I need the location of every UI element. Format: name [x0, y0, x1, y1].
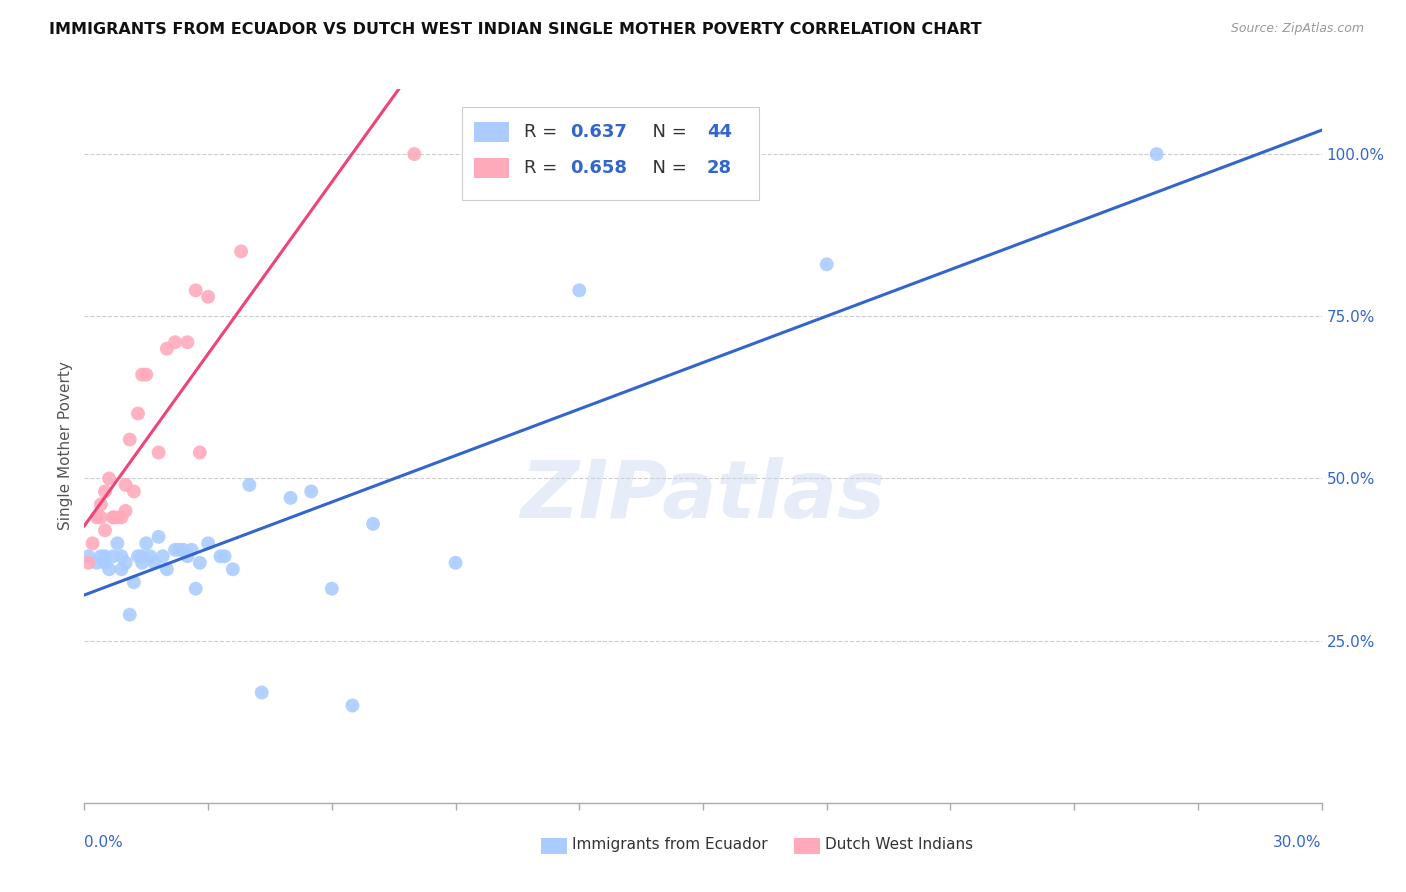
Point: [209, 549, 232, 564]
Point: [172, 542, 194, 557]
Point: [184, 283, 207, 297]
Text: 30.0%: 30.0%: [1274, 835, 1322, 850]
Point: [114, 556, 136, 570]
Point: [122, 484, 145, 499]
Text: Dutch West Indians: Dutch West Indians: [825, 838, 973, 852]
Point: [94, 484, 117, 499]
Point: [135, 536, 157, 550]
Point: [197, 290, 219, 304]
Point: [184, 582, 207, 596]
Point: [180, 542, 202, 557]
Point: [815, 257, 838, 271]
Point: [156, 342, 179, 356]
Point: [110, 562, 132, 576]
Point: [143, 556, 166, 570]
Point: [214, 549, 236, 564]
Point: [165, 542, 187, 557]
Point: [280, 491, 302, 505]
Point: [110, 510, 132, 524]
Text: R =: R =: [523, 123, 562, 141]
Point: [127, 549, 149, 564]
Point: [90, 510, 112, 524]
Point: [176, 335, 198, 350]
Point: [1146, 147, 1168, 161]
Point: [167, 542, 190, 557]
Point: [118, 607, 141, 622]
Point: [98, 562, 121, 576]
Point: [188, 556, 211, 570]
Point: [110, 549, 132, 564]
Point: [148, 445, 170, 459]
Point: [135, 368, 157, 382]
Point: [114, 478, 136, 492]
Point: [103, 510, 125, 524]
Point: [165, 335, 187, 350]
Point: [222, 562, 245, 576]
Point: [131, 368, 153, 382]
Point: [404, 147, 426, 161]
Text: Immigrants from Ecuador: Immigrants from Ecuador: [572, 838, 768, 852]
Point: [250, 685, 273, 699]
Text: N =: N =: [641, 159, 693, 177]
Point: [86, 510, 108, 524]
Point: [105, 510, 128, 524]
Point: [152, 549, 174, 564]
Point: [86, 556, 108, 570]
Point: [94, 524, 117, 538]
Point: [94, 549, 117, 564]
Point: [188, 445, 211, 459]
Point: [342, 698, 364, 713]
Point: [361, 516, 384, 531]
Point: [321, 582, 343, 596]
Point: [139, 549, 162, 564]
Text: IMMIGRANTS FROM ECUADOR VS DUTCH WEST INDIAN SINGLE MOTHER POVERTY CORRELATION C: IMMIGRANTS FROM ECUADOR VS DUTCH WEST IN…: [49, 22, 981, 37]
Point: [229, 244, 252, 259]
Point: [82, 536, 104, 550]
Point: [90, 497, 112, 511]
Point: [127, 407, 149, 421]
Point: [197, 536, 219, 550]
Point: [94, 556, 117, 570]
Point: [122, 575, 145, 590]
Text: 0.637: 0.637: [571, 123, 627, 141]
Point: [131, 549, 153, 564]
Text: 44: 44: [707, 123, 731, 141]
Point: [238, 478, 260, 492]
Text: Source: ZipAtlas.com: Source: ZipAtlas.com: [1230, 22, 1364, 36]
Text: N =: N =: [641, 123, 693, 141]
Y-axis label: Single Mother Poverty: Single Mother Poverty: [58, 361, 73, 531]
Point: [118, 433, 141, 447]
Point: [114, 504, 136, 518]
Point: [444, 556, 467, 570]
Point: [176, 549, 198, 564]
Point: [568, 283, 591, 297]
Text: 0.658: 0.658: [571, 159, 627, 177]
Point: [103, 549, 125, 564]
Text: R =: R =: [523, 159, 562, 177]
Text: 28: 28: [707, 159, 733, 177]
Point: [90, 549, 112, 564]
Bar: [474, 158, 509, 178]
Bar: [474, 122, 509, 142]
FancyBboxPatch shape: [461, 107, 759, 200]
Point: [131, 556, 153, 570]
Text: 0.0%: 0.0%: [84, 835, 124, 850]
Point: [103, 510, 125, 524]
Point: [77, 556, 100, 570]
Point: [148, 530, 170, 544]
Point: [105, 536, 128, 550]
Point: [98, 471, 121, 485]
Point: [299, 484, 322, 499]
Text: ZIPatlas: ZIPatlas: [520, 457, 886, 535]
Point: [156, 562, 179, 576]
Point: [77, 549, 100, 564]
